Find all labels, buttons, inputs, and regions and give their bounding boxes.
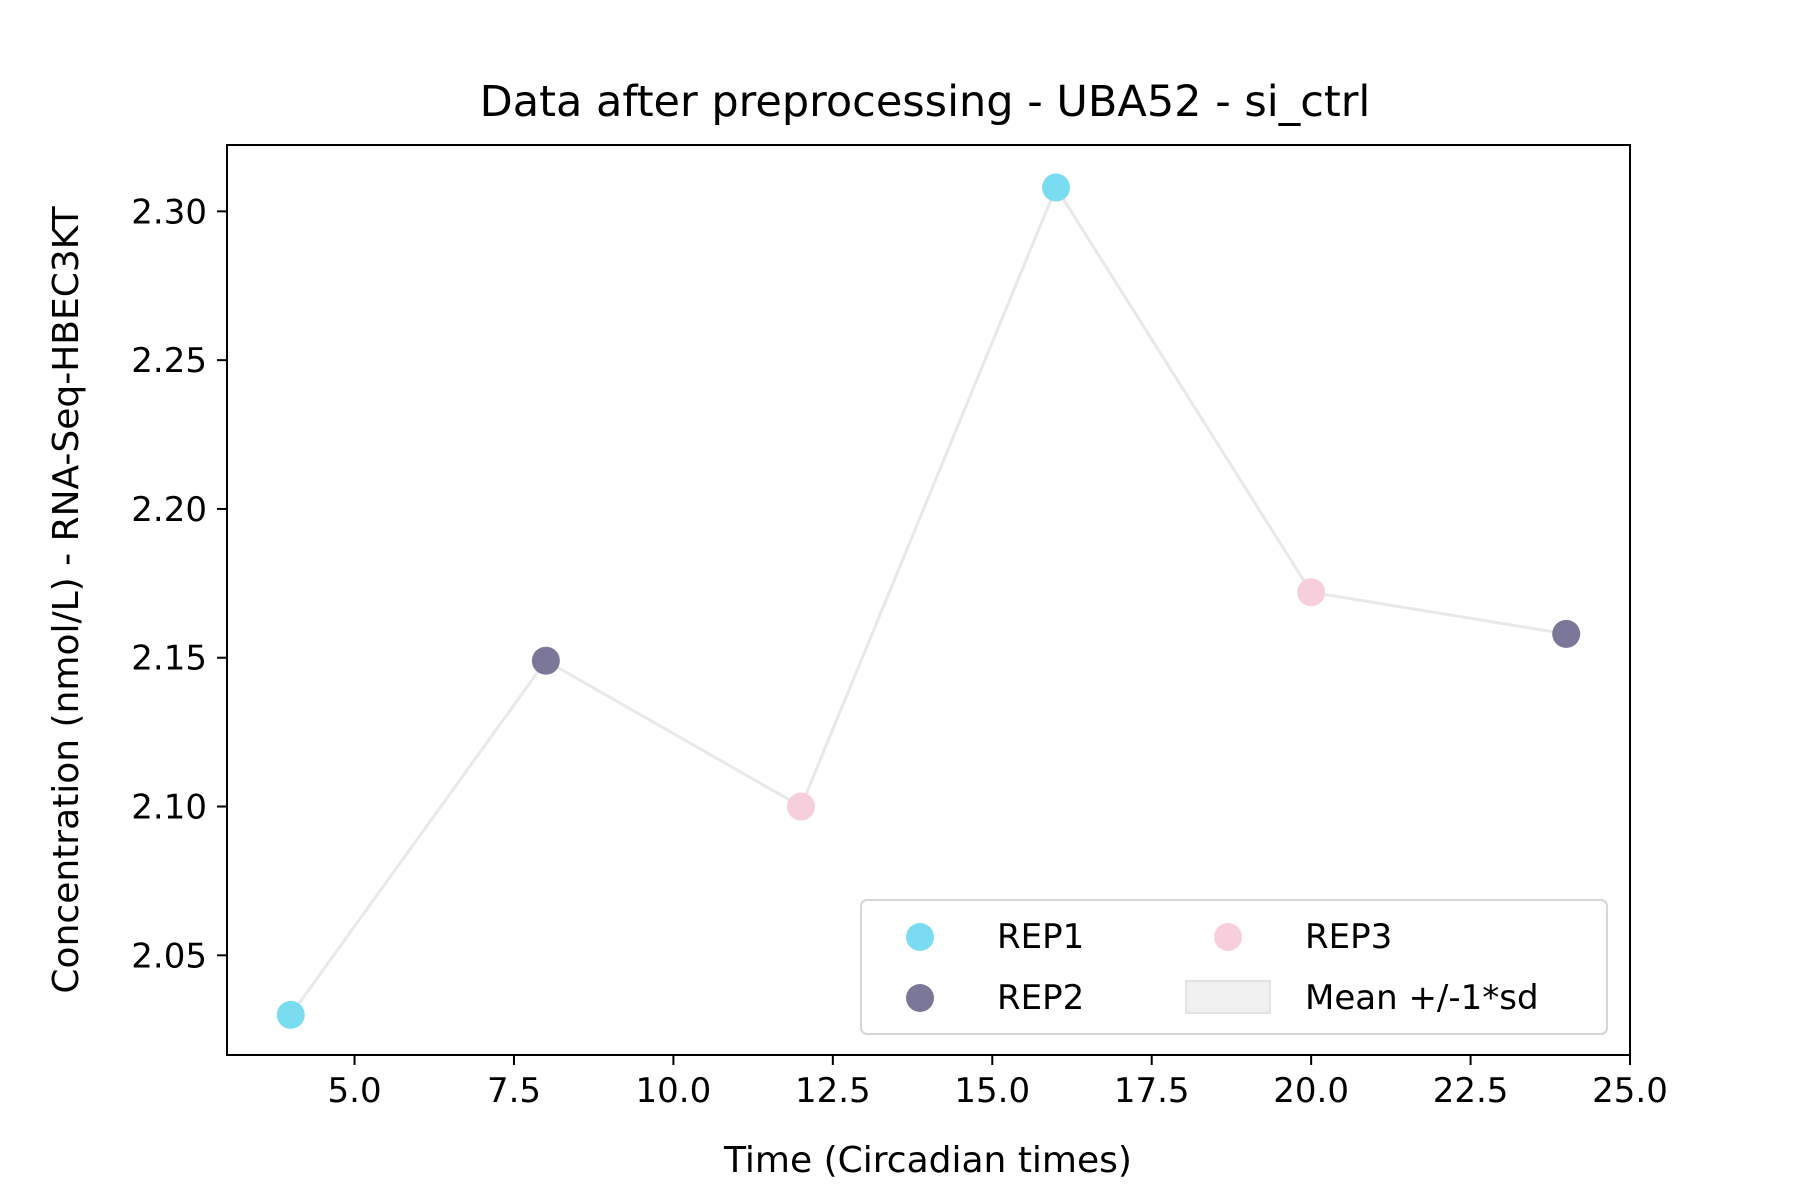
legend: REP1 REP2 REP3 Mean +/-1*sd	[860, 899, 1608, 1035]
legend-marker-rep3	[1214, 923, 1242, 951]
data-point-rep3	[1297, 578, 1326, 607]
x-axis-ticks: 5.0 7.5 10.0 12.5 15.0 17.5 20.0 22.5 25.0	[328, 1055, 1668, 1111]
data-point-rep3	[786, 792, 815, 821]
y-tick-label: 2.05	[131, 936, 207, 976]
x-tick-label: 10.0	[636, 1071, 712, 1111]
y-tick-label: 2.30	[131, 192, 207, 232]
x-tick-label: 7.5	[487, 1071, 541, 1111]
y-tick-label: 2.25	[131, 341, 207, 381]
data-points	[276, 173, 1581, 1029]
chart-title: Data after preprocessing - UBA52 - si_ct…	[480, 77, 1371, 127]
x-axis-label: Time (Circadian times)	[723, 1140, 1132, 1181]
x-tick-label: 5.0	[328, 1071, 382, 1111]
legend-label-mean: Mean +/-1*sd	[1305, 978, 1539, 1018]
mean-line	[289, 184, 1567, 1016]
legend-box	[860, 899, 1608, 1035]
legend-label-rep3: REP3	[1305, 917, 1392, 957]
y-axis-label: Concentration (nmol/L) - RNA-Seq-HBEC3KT	[46, 205, 87, 993]
x-tick-label: 25.0	[1592, 1071, 1668, 1111]
data-point-rep2	[531, 646, 560, 675]
x-tick-label: 15.0	[954, 1071, 1030, 1111]
y-tick-label: 2.15	[131, 639, 207, 679]
x-tick-label: 17.5	[1114, 1071, 1190, 1111]
data-point-rep2	[1552, 619, 1581, 648]
x-tick-label: 22.5	[1433, 1071, 1509, 1111]
data-point-rep1	[276, 1000, 305, 1029]
legend-marker-mean-band	[1185, 980, 1271, 1014]
x-tick-label: 12.5	[795, 1071, 871, 1111]
legend-label-rep1: REP1	[997, 917, 1084, 957]
x-tick-label: 20.0	[1273, 1071, 1349, 1111]
y-tick-label: 2.20	[131, 490, 207, 530]
y-tick-label: 2.10	[131, 788, 207, 828]
y-axis-ticks: 2.05 2.10 2.15 2.20 2.25 2.30	[131, 192, 227, 976]
data-point-rep1	[1042, 173, 1071, 202]
legend-marker-rep1	[906, 923, 934, 951]
legend-marker-rep2	[906, 984, 934, 1012]
legend-label-rep2: REP2	[997, 978, 1084, 1018]
